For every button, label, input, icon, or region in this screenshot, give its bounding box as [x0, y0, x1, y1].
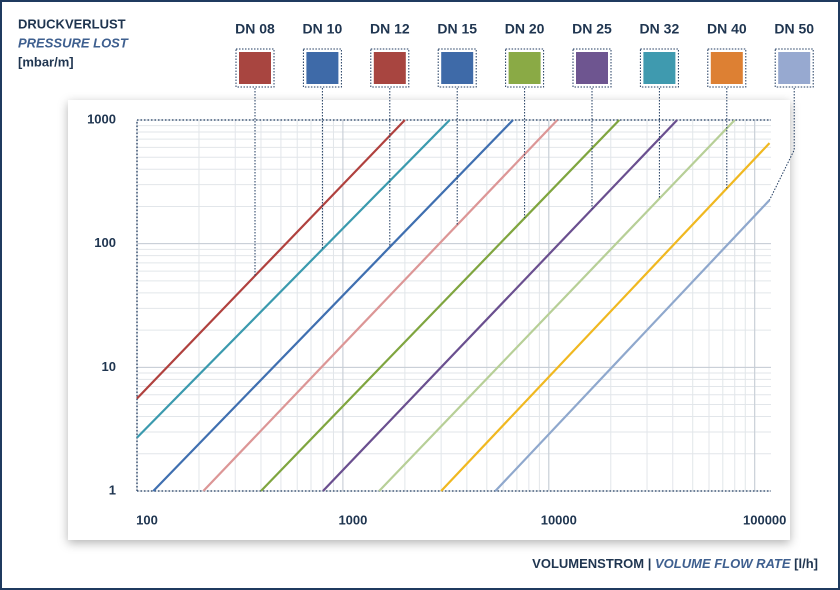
series-line	[202, 119, 559, 492]
y-subtitle: PRESSURE LOST	[18, 35, 129, 50]
legend-swatch	[576, 52, 608, 84]
legend-outline	[370, 48, 410, 88]
x-tick-label: 100000	[743, 512, 786, 527]
legend-label: DN 08	[235, 21, 275, 37]
legend-label: DN 15	[437, 21, 477, 37]
legend-outline	[302, 48, 342, 88]
legend-swatch	[373, 52, 406, 84]
y-tick-label: 100	[94, 235, 116, 250]
legend-outline	[639, 48, 679, 88]
legend-label: DN 10	[303, 21, 343, 37]
y-tick-label: 1000	[87, 111, 116, 126]
legend-label: DN 32	[640, 21, 680, 37]
legend-label: DN 20	[505, 21, 545, 37]
legend-outline	[774, 48, 814, 88]
series-line	[152, 119, 514, 492]
y-title: DRUCKVERLUST	[18, 16, 126, 31]
legend-outline	[707, 48, 747, 88]
y-unit: [mbar/m]	[18, 54, 74, 69]
series-line	[440, 142, 771, 492]
x-tick-label: 100	[136, 512, 158, 527]
legend-swatch	[306, 52, 339, 84]
legend-connector	[769, 88, 795, 201]
legend-swatch	[710, 52, 743, 84]
series-line	[494, 199, 771, 492]
legend-outline	[235, 48, 275, 88]
legend-outline	[505, 48, 545, 88]
x-tick-label: 1000	[338, 512, 367, 527]
x-label-separator: |	[648, 556, 652, 571]
legend-label: DN 25	[572, 21, 612, 37]
series-line	[136, 119, 451, 439]
plot-panel	[68, 100, 790, 540]
legend-swatch	[441, 52, 474, 84]
plot-border	[136, 119, 771, 492]
legend-swatch	[643, 52, 676, 84]
legend-swatch	[778, 52, 811, 84]
y-tick-label: 1	[109, 482, 116, 497]
series-line	[136, 119, 406, 400]
legend-label: DN 12	[370, 21, 410, 37]
x-tick-label: 10000	[541, 512, 577, 527]
legend-swatch	[239, 52, 271, 84]
legend-outline	[437, 48, 477, 88]
legend-outline	[572, 48, 612, 88]
x-label-de: VOLUMENSTROM	[532, 556, 644, 571]
x-label: VOLUMENSTROM | VOLUME FLOW RATE [l/h]	[532, 556, 818, 571]
legend-label: DN 50	[774, 21, 814, 37]
series-line	[322, 119, 678, 492]
y-tick-label: 10	[102, 359, 116, 374]
series-line	[378, 119, 736, 492]
legend-label: DN 40	[707, 21, 747, 37]
series-line	[260, 119, 621, 492]
x-unit: [l/h]	[794, 556, 818, 571]
legend-swatch	[508, 52, 541, 84]
x-label-en: VOLUME FLOW RATE	[655, 556, 791, 571]
